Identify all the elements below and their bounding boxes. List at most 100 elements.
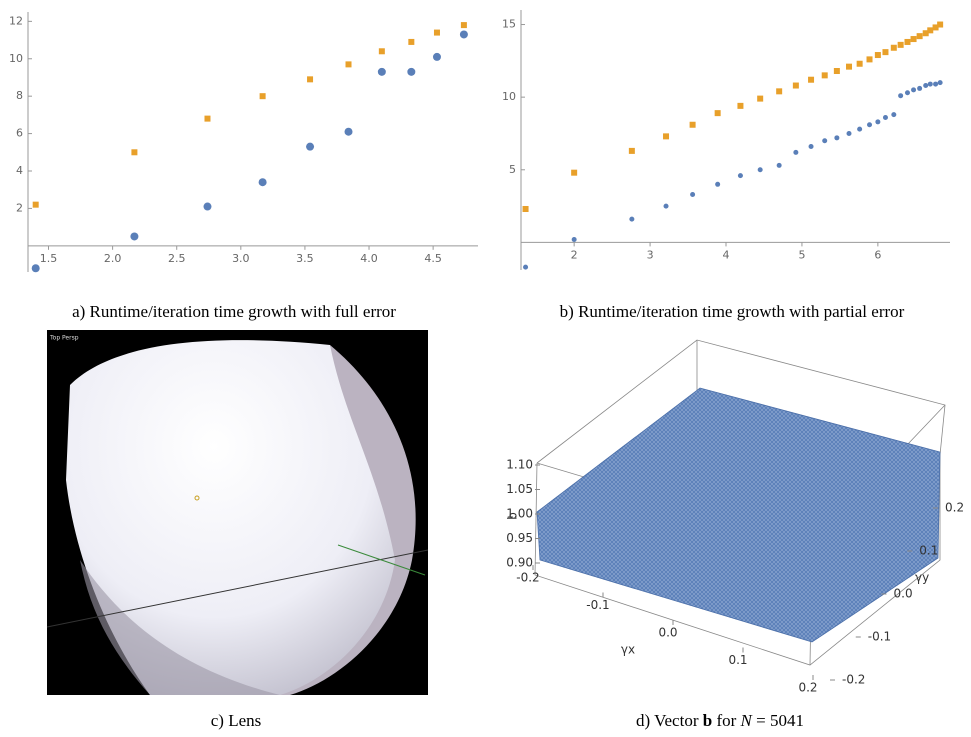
caption: b) Runtime/iteration time growth with pa… [560,302,905,321]
y-tick-label: 12 [9,14,23,27]
caption-part: b [703,711,712,730]
point [857,127,862,132]
x-tick-label: 0.1 [728,653,747,667]
point [809,144,814,149]
point [715,110,721,116]
point [882,49,888,55]
y-tick-label: 10 [9,52,23,65]
y-tick-label: 6 [16,127,23,140]
point [572,237,577,242]
point [757,96,763,102]
y-tick-label: 15 [502,18,516,31]
point [898,93,903,98]
point [33,202,39,208]
x-tick-label: 3.0 [232,252,250,265]
point [928,82,933,87]
y-tick-label: -0.2 [842,673,865,687]
point [259,178,267,186]
point [911,87,916,92]
x-tick-label: 5 [798,248,805,261]
caption-part: d) Vector [636,711,703,730]
point [629,148,635,154]
point [834,68,840,74]
point [737,103,743,109]
point [923,83,928,88]
point [808,77,814,83]
point [629,217,634,222]
point [407,68,415,76]
y-tick-label: 8 [16,89,23,102]
point [523,265,528,270]
y-tick-label: 0.0 [894,587,913,601]
point [834,135,839,140]
z-tick-label: 0.90 [506,556,533,570]
point [875,52,881,58]
point [917,33,923,39]
point [664,204,669,209]
x-tick-label: 4.0 [360,252,378,265]
point [131,149,137,155]
point [260,93,266,99]
point [307,76,313,82]
caption: c) Lens [211,711,262,730]
z-axis-label: b [506,512,520,520]
point [306,143,314,151]
y-tick-label: -0.1 [868,630,891,644]
point [776,88,782,94]
y-tick-label: 2 [16,201,23,214]
y-tick-label: 4 [16,164,23,177]
point [938,80,943,85]
point [460,30,468,38]
z-tick-label: 0.95 [506,531,533,545]
y-tick-label: 0.1 [919,544,938,558]
x-tick-label: 2.5 [168,252,186,265]
x-tick-label: 4.5 [424,252,442,265]
point [203,203,211,211]
point [571,170,577,176]
point [690,122,696,128]
point [822,72,828,78]
point [738,173,743,178]
x-tick-label: 4 [723,248,730,261]
point [346,61,352,67]
x-tick-label: 2.0 [104,252,122,265]
point [917,86,922,91]
point [875,119,880,124]
x-tick-label: 2 [571,248,578,261]
x-tick-label: -0.1 [586,598,609,612]
point [434,30,440,36]
x-tick-label: 0.0 [658,626,677,640]
x-tick-label: 1.5 [40,252,58,265]
point [690,192,695,197]
point [408,39,414,45]
point [663,133,669,139]
point [378,68,386,76]
point [933,82,938,87]
point [891,45,897,51]
point [911,36,917,42]
point [433,53,441,61]
caption: a) Runtime/iteration time growth with fu… [72,302,396,321]
point [758,167,763,172]
x-tick-label: 6 [874,248,881,261]
x-tick-label: -0.2 [516,571,539,585]
point [857,61,863,67]
caption: d) Vector b for N = 5041 [636,711,804,730]
point [715,182,720,187]
y-axis-label: γy [915,571,929,585]
point [204,116,210,122]
point [883,115,888,120]
x-axis-label: γx [621,643,635,657]
point [793,83,799,89]
figure: Top Persp a) Runtime/iteration time grow… [0,0,971,737]
point [822,138,827,143]
point [905,90,910,95]
point [867,56,873,62]
point [379,48,385,54]
point [461,22,467,28]
z-tick-label: 1.10 [506,458,533,472]
point [904,39,910,45]
point [898,42,904,48]
point [130,232,138,240]
point [891,112,896,117]
